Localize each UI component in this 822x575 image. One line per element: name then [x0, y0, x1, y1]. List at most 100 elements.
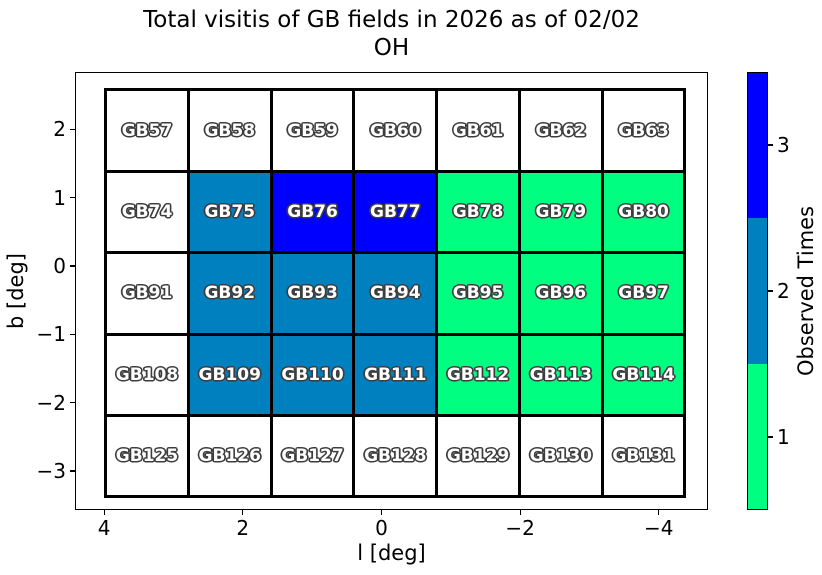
field-cell-label: GB96 [535, 283, 587, 304]
colorbar-tick-label: 1 [777, 425, 790, 449]
field-cell-label: GB91 [121, 283, 173, 304]
colorbar-tick-mark [768, 290, 773, 292]
colorbar-label: Observed Times [794, 205, 819, 377]
field-cell: GB97 [603, 254, 684, 333]
field-cell: GB91 [107, 254, 187, 333]
x-axis-tick-label: −2 [505, 516, 535, 540]
y-tick-mark [70, 128, 75, 130]
field-cell-label: GB92 [204, 283, 256, 304]
field-cell: GB127 [272, 416, 353, 496]
field-cell: GB63 [603, 91, 684, 170]
y-axis-label: b [deg] [3, 253, 28, 329]
field-cell: GB62 [520, 91, 601, 170]
colorbar [747, 72, 768, 510]
y-axis-tick-label: 1 [53, 185, 66, 210]
x-axis-tick-label: 0 [375, 516, 388, 540]
field-cell: GB111 [355, 335, 436, 414]
field-cell: GB94 [355, 254, 436, 333]
field-cell: GB61 [438, 91, 518, 170]
field-cell-label: GB97 [618, 283, 669, 304]
field-cell: GB109 [189, 335, 270, 414]
y-tick-mark [70, 197, 75, 199]
x-tick-mark [380, 510, 383, 515]
field-cell: GB60 [355, 91, 436, 170]
field-cell: GB57 [107, 91, 187, 170]
y-tick-mark [70, 470, 75, 472]
x-axis-label: l [deg] [357, 541, 426, 565]
field-cell-label: GB80 [618, 201, 669, 222]
field-cell: GB113 [520, 335, 601, 414]
field-cell-label: GB113 [529, 364, 593, 385]
field-cell: GB110 [272, 335, 353, 414]
field-cell-label: GB78 [452, 201, 504, 222]
field-cell: GB79 [520, 172, 601, 252]
field-cell: GB78 [438, 172, 518, 252]
field-cell-label: GB128 [364, 446, 427, 467]
y-tick-mark [70, 333, 75, 335]
field-cell: GB74 [107, 172, 187, 252]
field-cell: GB77 [355, 172, 436, 252]
field-cell-label: GB60 [370, 120, 421, 141]
field-cell-label: GB112 [446, 364, 510, 385]
field-cell: GB131 [603, 416, 684, 496]
field-cell-label: GB63 [618, 120, 669, 141]
colorbar-tick-label: 3 [777, 133, 790, 157]
field-cell: GB93 [272, 254, 353, 333]
colorbar-band-1 [748, 363, 767, 509]
y-axis-tick-label: −2 [36, 390, 66, 415]
colorbar-tick-label: 2 [777, 279, 790, 303]
y-tick-mark [70, 402, 75, 404]
field-cell: GB80 [603, 172, 684, 252]
field-cell: GB108 [107, 335, 187, 414]
field-cell-label: GB75 [204, 201, 256, 222]
field-cell-label: GB125 [115, 446, 179, 467]
field-cell-label: GB94 [370, 283, 421, 304]
field-cell: GB125 [107, 416, 187, 496]
x-axis-tick-label: 4 [97, 516, 111, 540]
field-cell-label: GB58 [204, 120, 256, 141]
field-cell-label: GB95 [452, 283, 504, 304]
field-cell-label: GB57 [121, 120, 173, 141]
field-cell-label: GB76 [287, 201, 338, 222]
field-cell: GB92 [189, 254, 270, 333]
x-tick-mark [658, 510, 660, 515]
field-cell-label: GB127 [281, 446, 344, 467]
field-cell: GB130 [520, 416, 601, 496]
field-cell: GB59 [272, 91, 353, 170]
field-cell-label: GB126 [198, 446, 261, 467]
field-cell-label: GB93 [287, 283, 338, 304]
field-cell-label: GB77 [370, 201, 421, 222]
x-tick-mark [242, 510, 244, 515]
field-cell-label: GB129 [446, 446, 510, 467]
field-cell-label: GB114 [612, 364, 675, 385]
colorbar-band-2 [748, 218, 767, 364]
field-cell-label: GB79 [535, 201, 587, 222]
field-cell: GB114 [603, 335, 684, 414]
field-cell: GB129 [438, 416, 518, 496]
field-cell-label: GB108 [115, 364, 179, 385]
field-cell-label: GB61 [452, 120, 504, 141]
field-cell-label: GB74 [121, 201, 173, 222]
x-axis-tick-label: −4 [644, 516, 674, 540]
chart-title-block: Total visitis of GB fields in 2026 as of… [75, 6, 708, 62]
field-cell-label: GB109 [198, 364, 261, 385]
chart-title: Total visitis of GB fields in 2026 as of… [143, 7, 640, 33]
colorbar-tick-mark [768, 436, 773, 438]
field-cell: GB76 [272, 172, 353, 252]
y-tick-mark [70, 265, 75, 267]
y-axis-tick-label: −3 [36, 459, 66, 484]
y-axis-tick-label: −1 [36, 322, 66, 347]
field-cell: GB58 [189, 91, 270, 170]
x-tick-mark [519, 510, 521, 515]
field-cell: GB96 [520, 254, 601, 333]
field-cell: GB75 [189, 172, 270, 252]
y-axis-tick-label: 2 [53, 117, 66, 142]
colorbar-band-3 [748, 73, 767, 219]
field-cell: GB95 [438, 254, 518, 333]
field-cell-label: GB131 [612, 446, 675, 467]
field-cell: GB126 [189, 416, 270, 496]
chart-subtitle: OH [373, 35, 410, 61]
field-cell-label: GB59 [287, 120, 338, 141]
field-cell: GB128 [355, 416, 436, 496]
